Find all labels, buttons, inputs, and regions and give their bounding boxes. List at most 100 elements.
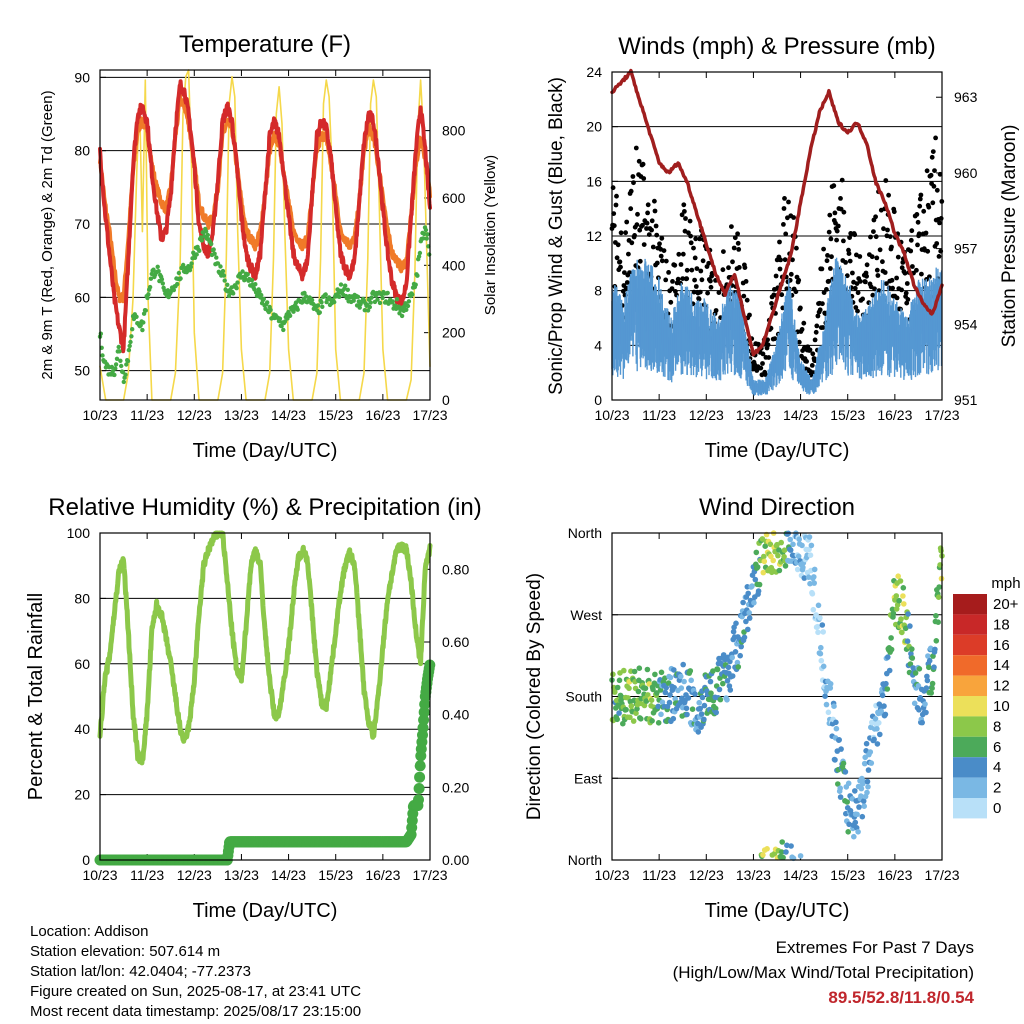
direction-point (659, 699, 666, 705)
plot-frame (99, 69, 431, 401)
direction-point (654, 690, 660, 696)
gust-point (904, 281, 910, 286)
direction-point (827, 685, 834, 691)
direction-point (796, 536, 802, 543)
dewpoint-point (188, 264, 193, 270)
y2-tick-label: 960 (954, 165, 978, 181)
direction-point (714, 666, 721, 673)
gust-point (742, 265, 748, 270)
direction-point (835, 781, 841, 787)
gust-point (682, 209, 687, 214)
gust-point (778, 257, 783, 263)
direction-point (776, 567, 783, 574)
dewpoint-point (143, 308, 148, 313)
legend-label: 8 (993, 718, 1001, 735)
gust-point (799, 327, 805, 332)
gust-point (688, 233, 693, 239)
direction-point (745, 590, 751, 597)
y-tick-label: 90 (74, 69, 90, 85)
y-axis-label: Percent & Total Rainfall (25, 593, 47, 801)
gust-point (629, 240, 635, 246)
dewpoint-point (231, 291, 236, 296)
dewpoint-point (214, 255, 219, 260)
direction-point (740, 599, 746, 606)
y-tick-label: 12 (586, 228, 602, 244)
gust-point (863, 279, 868, 285)
gust-point (680, 276, 686, 281)
direction-point (781, 553, 787, 560)
info-location: Location: Addison (30, 923, 149, 940)
gust-point (679, 212, 685, 218)
direction-point (820, 629, 826, 635)
y2-tick-label: 0 (442, 392, 450, 408)
x-tick-label: 12/23 (689, 867, 724, 883)
gust-point (766, 355, 772, 360)
dewpoint-point (265, 300, 270, 305)
gust-point (644, 220, 650, 226)
gust-point (781, 222, 786, 227)
direction-point (775, 552, 781, 559)
x-tick-label: 11/23 (642, 867, 676, 883)
direction-point (851, 833, 857, 840)
gust-point (640, 161, 646, 167)
direction-point (833, 725, 840, 732)
dewpoint-point (215, 261, 221, 266)
direction-point (811, 580, 817, 586)
direction-point (909, 646, 915, 652)
x-tick-label: 17/23 (924, 407, 959, 423)
legend-swatch (953, 655, 987, 676)
direction-point (708, 690, 714, 696)
direction-point (751, 600, 757, 606)
dewpoint-point (114, 356, 120, 361)
y-tick-label: 60 (74, 656, 90, 672)
gust-point (903, 290, 909, 296)
gust-point (928, 172, 934, 178)
direction-point (614, 716, 620, 723)
x-axis-label: Time (Day/UTC) (193, 440, 338, 462)
direction-point (905, 611, 911, 617)
direction-point (923, 709, 929, 716)
direction-point (926, 664, 932, 671)
direction-point (916, 666, 923, 672)
gust-point (824, 258, 830, 264)
panel-title: Relative Humidity (%) & Precipitation (i… (48, 494, 481, 521)
dewpoint-point (279, 323, 284, 329)
dewpoint-point (123, 372, 128, 377)
y-tick-label: 0 (82, 852, 90, 868)
gust-point (708, 278, 713, 284)
dewpoint-point (304, 294, 309, 299)
direction-point (749, 583, 755, 589)
legend-label: 12 (993, 678, 1010, 695)
direction-point (919, 719, 925, 726)
gust-point (781, 206, 787, 211)
direction-point (929, 680, 936, 687)
direction-point (645, 692, 651, 698)
direction-point (874, 741, 881, 747)
direction-point (932, 646, 938, 653)
gust-point (683, 216, 688, 221)
y-tick-label: West (570, 607, 602, 623)
dewpoint-point (189, 261, 194, 266)
direction-point (667, 692, 673, 698)
panel-3: Relative Humidity (%) & Precipitation (i… (25, 494, 482, 922)
direction-point (623, 706, 629, 713)
dewpoint-point (126, 347, 132, 353)
direction-point (695, 729, 702, 735)
legend-swatch (953, 736, 987, 758)
dewpoint-point (357, 305, 362, 310)
direction-point (865, 784, 871, 790)
x-tick-label: 17/23 (924, 867, 959, 883)
dewpoint-point (160, 281, 165, 286)
gust-point (894, 295, 900, 301)
legend-label: 18 (993, 616, 1010, 633)
direction-point (844, 799, 850, 805)
direction-point (621, 667, 627, 674)
dewpoint-point (302, 290, 307, 296)
gust-point (666, 270, 671, 275)
direction-point (845, 780, 852, 787)
direction-point (923, 685, 930, 691)
dewpoint-point (385, 290, 390, 296)
dewpoint-point (268, 307, 273, 313)
y-tick-label: North (568, 852, 602, 868)
gust-point (645, 202, 651, 208)
